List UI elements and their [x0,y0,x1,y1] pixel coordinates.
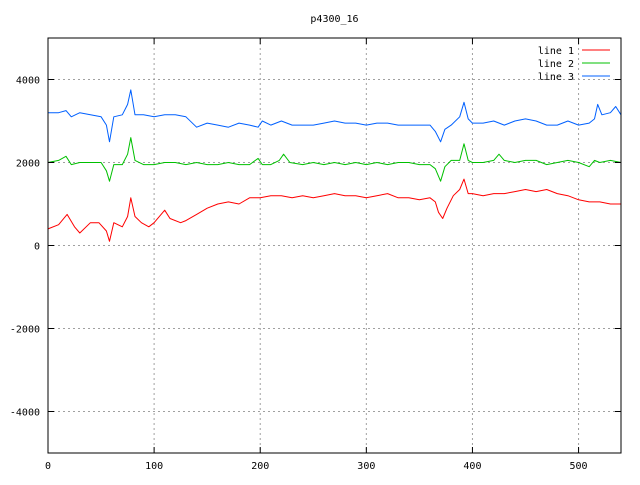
grid-layer [48,38,621,453]
legend-label: line 3 [538,72,574,83]
legend: line 1 line 2 line 3 [538,46,610,83]
x-tick-label: 400 [463,461,481,472]
chart-title: p4300_16 [310,14,358,25]
series-line-3 [48,89,622,143]
x-tick-label: 300 [357,461,375,472]
y-tick-label: -2000 [10,325,40,336]
x-tick-label: 200 [251,461,269,472]
y-tick-label: 4000 [16,76,40,87]
x-tick-label: 100 [145,461,163,472]
legend-label: line 1 [538,46,574,57]
x-tick-label: 500 [570,461,588,472]
series-line-2 [47,137,622,182]
series-layer [47,89,622,242]
y-tick-label: -4000 [10,408,40,419]
y-tick-label: 2000 [16,159,40,170]
series-line-1 [47,178,621,242]
x-tick-label: 0 [45,461,51,472]
tick-layer: 0 100 200 300 400 500 -4000 -2000 0 2000 4000 [10,38,621,472]
y-tick-label: 0 [34,242,40,253]
legend-label: line 2 [538,59,574,70]
